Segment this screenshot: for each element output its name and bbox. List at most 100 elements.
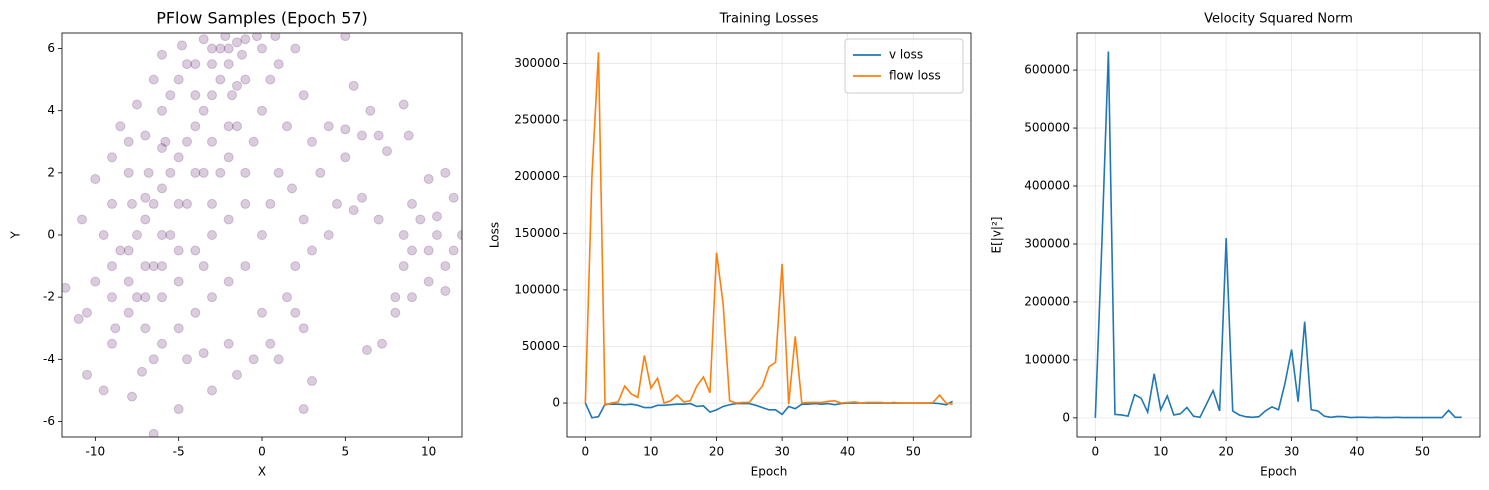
scatter-point <box>323 230 334 240</box>
scatter-point <box>270 33 281 42</box>
scatter-point <box>265 74 276 85</box>
scatter-point <box>440 167 451 178</box>
scatter-point <box>373 130 384 141</box>
scatter-point <box>190 121 201 132</box>
legend-box <box>844 38 964 94</box>
scatter-point <box>432 230 442 240</box>
scatter-point <box>398 99 409 110</box>
x-tick-label: 30 <box>774 445 789 459</box>
scatter-point <box>398 261 409 272</box>
scatter-point <box>240 74 251 85</box>
y-tick-label: 300000 <box>514 56 560 70</box>
scatter-point <box>423 245 434 256</box>
x-axis-label: Epoch <box>751 465 788 479</box>
scatter-point <box>143 167 154 178</box>
axes-frame <box>1076 32 1481 438</box>
scatter-point <box>157 183 167 194</box>
x-tick-label: 50 <box>906 445 921 459</box>
y-tick-label: 300000 <box>1024 236 1070 250</box>
scatter-point <box>240 198 251 209</box>
scatter-point <box>90 276 101 287</box>
scatter-point <box>190 245 201 256</box>
y-tick-label: -6 <box>43 414 55 428</box>
scatter-point <box>365 105 376 116</box>
scatter-point <box>190 59 201 70</box>
scatter-point <box>190 167 201 178</box>
scatter-point <box>298 323 309 334</box>
scatter-point <box>240 167 251 178</box>
scatter-point <box>140 130 151 141</box>
line-series <box>1094 51 1462 419</box>
scatter-point <box>215 167 226 178</box>
scatter-point <box>223 338 234 349</box>
scatter-point <box>273 59 284 70</box>
chart-title: Training Losses <box>719 12 819 27</box>
scatter-point <box>127 391 137 402</box>
scatter-point <box>223 121 234 132</box>
scatter-point <box>307 136 317 147</box>
scatter-point <box>232 369 242 380</box>
scatter-point <box>157 105 167 116</box>
scatter-point <box>157 292 167 303</box>
y-tick-label: 500000 <box>1024 121 1070 135</box>
scatter-point <box>407 198 417 209</box>
scatter-point <box>223 276 234 287</box>
y-tick-label: 100000 <box>1024 352 1070 366</box>
scatter-point <box>237 49 247 60</box>
y-tick-label: 0 <box>47 228 55 242</box>
scatter-point <box>265 338 276 349</box>
y-tick-label: 600000 <box>1024 63 1070 77</box>
scatter-point <box>173 152 184 163</box>
scatter-point <box>390 292 401 303</box>
scatter-point <box>340 152 351 163</box>
x-tick-label: -10 <box>86 445 106 459</box>
scatter-point <box>115 121 126 132</box>
scatter-point <box>332 198 342 209</box>
scatter-point <box>107 292 117 303</box>
scatter-point <box>207 59 217 70</box>
x-axis-label: Epoch <box>1260 465 1297 479</box>
scatter-point <box>198 167 209 178</box>
scatter-point <box>298 214 309 225</box>
y-axis-label: Y <box>9 231 23 240</box>
scatter-point <box>307 245 317 256</box>
scatter-point <box>223 43 234 54</box>
scatter-point <box>227 90 237 101</box>
scatter-point <box>232 121 242 132</box>
axes-frame <box>61 32 463 438</box>
scatter-point <box>232 80 242 91</box>
scatter-point <box>98 230 109 240</box>
x-tick-label: 0 <box>582 445 590 459</box>
scatter-point <box>182 198 192 209</box>
scatter-point <box>207 90 217 101</box>
scatter-point <box>157 338 167 349</box>
scatter-point <box>173 404 184 415</box>
scatter-point <box>182 136 192 147</box>
scatter-point <box>257 43 267 54</box>
scatter-point <box>282 121 292 132</box>
scatter-point <box>123 136 134 147</box>
scatter-point <box>282 292 292 303</box>
scatter-point <box>207 43 217 54</box>
scatter-point <box>287 183 297 194</box>
x-tick-label: 30 <box>1284 445 1299 459</box>
scatter-point <box>432 211 442 222</box>
scatter-point <box>240 261 251 272</box>
scatter-point <box>157 261 167 272</box>
scatter-point <box>107 338 117 349</box>
scatter-point <box>107 152 117 163</box>
y-tick-label: 400000 <box>1024 179 1070 193</box>
scatter-point <box>165 230 176 240</box>
scatter-point <box>223 152 234 163</box>
scatter-point <box>252 33 262 42</box>
scatter-point <box>290 307 301 318</box>
scatter-point <box>157 49 167 60</box>
scatter-point <box>148 354 159 365</box>
scatter-point <box>340 33 351 42</box>
scatter-point <box>298 90 309 101</box>
scatter-point <box>248 354 259 365</box>
scatter-point <box>248 136 259 147</box>
scatter-point <box>415 214 426 225</box>
scatter-point <box>207 292 217 303</box>
scatter-point <box>348 80 359 91</box>
